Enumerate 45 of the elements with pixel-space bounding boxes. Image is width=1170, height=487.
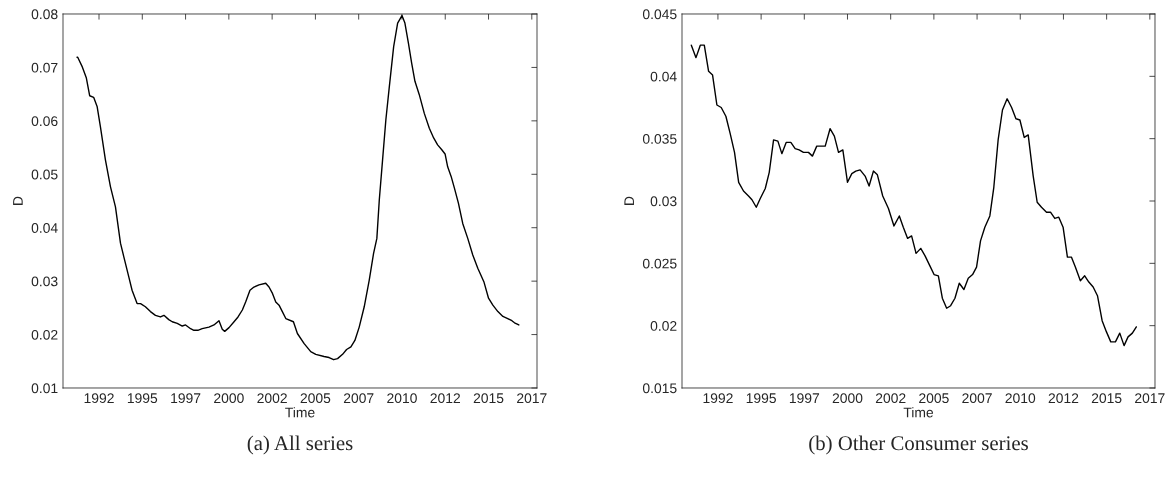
x-tick-label: 1995 xyxy=(127,393,158,404)
y-tick-label: 0.02 xyxy=(650,321,677,331)
x-tick-label: 2002 xyxy=(257,393,287,404)
text: (b) Other Consumer series xyxy=(809,435,1028,455)
y-tick-label: 0.04 xyxy=(650,71,677,82)
y-axis-title: D xyxy=(13,196,23,205)
x-tick-label: 2005 xyxy=(919,393,949,404)
x-tick-label: 1997 xyxy=(789,393,820,404)
y-tick-label: 0.025 xyxy=(642,258,677,269)
x-tick-label: 1997 xyxy=(171,393,201,404)
y-tick-label: 0.015 xyxy=(642,383,677,394)
y-tick-label: 0.045 xyxy=(642,9,677,20)
y-tick-label: 0.035 xyxy=(642,134,677,144)
y-axis-title: D xyxy=(624,196,634,205)
text: (a) All series xyxy=(247,435,353,455)
x-tick-label: 2015 xyxy=(473,393,504,404)
x-tick-label: 2017 xyxy=(517,393,547,404)
x-axis-title: Time xyxy=(903,407,934,418)
x-tick-label: 1995 xyxy=(746,393,776,404)
y-tick-label: 0.02 xyxy=(31,329,58,340)
x-tick-label: 2007 xyxy=(962,393,992,404)
x-tick-label: 1992 xyxy=(703,393,733,404)
x-tick-label: 2000 xyxy=(832,393,863,404)
y-tick-label: 0.05 xyxy=(31,169,58,180)
y-tick-label: 0.03 xyxy=(31,276,58,287)
x-tick-label: 2012 xyxy=(1048,393,1079,404)
x-tick-label: 2000 xyxy=(214,393,244,404)
line-series xyxy=(690,44,1138,347)
x-tick-label: 2005 xyxy=(300,393,331,404)
x-tick-label: 2012 xyxy=(430,393,460,404)
y-tick-label: 0.04 xyxy=(31,223,58,233)
x-tick-label: 2015 xyxy=(1091,393,1122,404)
y-tick-label: 0.01 xyxy=(31,383,58,394)
x-tick-label: 1992 xyxy=(84,393,114,404)
x-tick-label: 2010 xyxy=(387,393,417,404)
y-tick-label: 0.07 xyxy=(31,62,58,73)
x-tick-label: 2017 xyxy=(1135,393,1165,404)
x-axis-title: Time xyxy=(285,407,315,418)
y-tick-label: 0.08 xyxy=(31,9,58,20)
x-tick-label: 2010 xyxy=(1005,393,1036,404)
x-tick-label: 2002 xyxy=(875,393,906,404)
y-tick-label: 0.06 xyxy=(31,116,58,127)
y-tick-label: 0.03 xyxy=(650,196,677,207)
x-tick-label: 2007 xyxy=(343,393,374,404)
line-series xyxy=(76,14,520,361)
